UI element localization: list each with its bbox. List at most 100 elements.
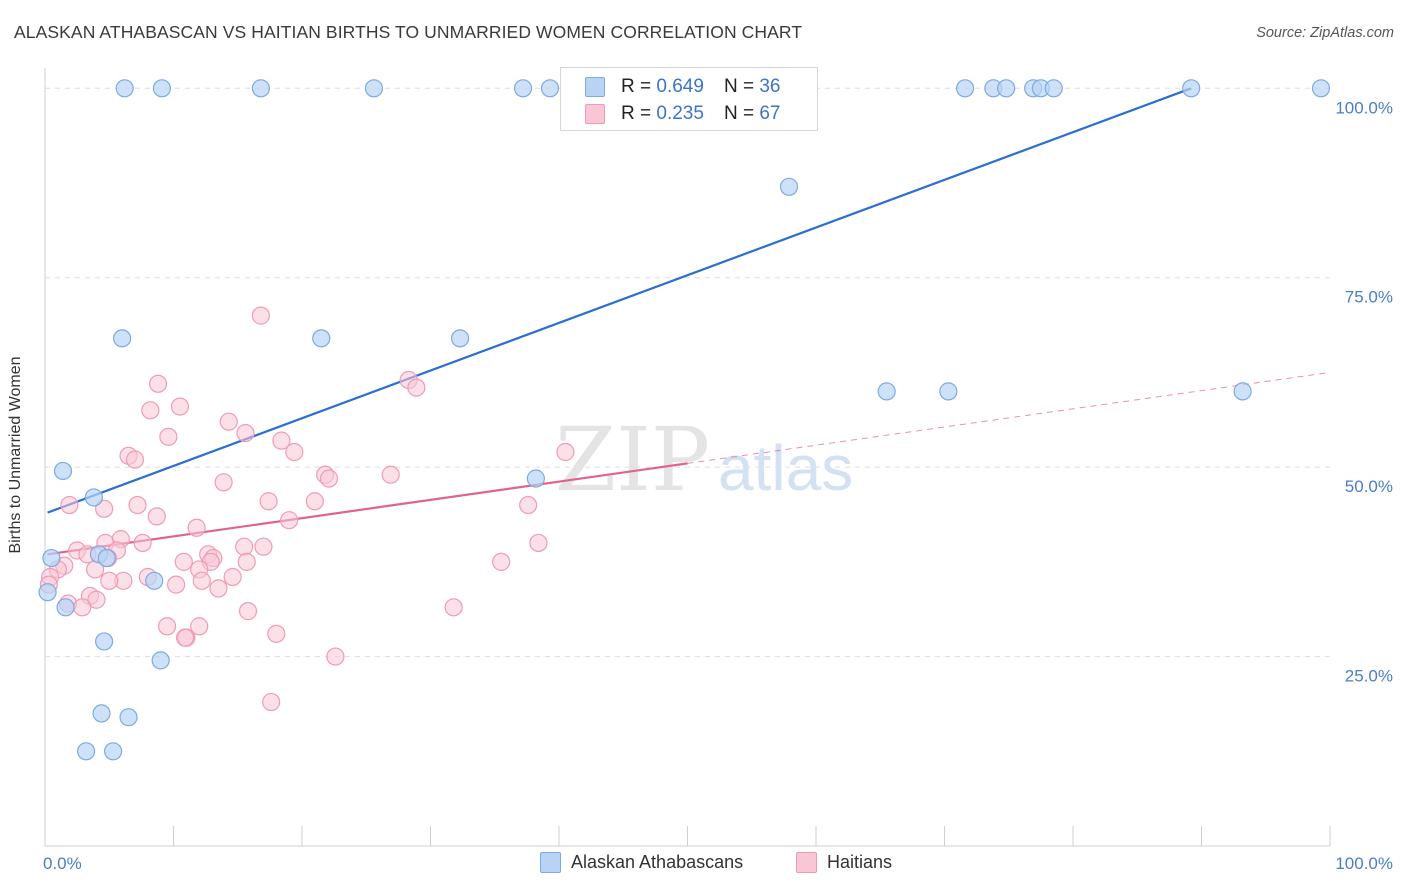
athabascan-point-29	[56, 598, 75, 617]
haitian-point-3	[148, 374, 168, 393]
chart-title: ALASKAN ATHABASCAN VS HAITIAN BIRTHS TO …	[14, 22, 803, 42]
athabascan-point-23	[526, 469, 545, 488]
athabascan-point-2	[251, 79, 270, 98]
athabascan-point-11	[1044, 79, 1063, 98]
legend-n-label-1: N =	[723, 76, 755, 97]
haitian-point-2	[407, 378, 426, 397]
haitian-point-55	[209, 579, 228, 598]
blue-legend-swatch	[540, 852, 561, 873]
watermark-atlas: atlas	[718, 432, 853, 504]
haitian-point-6	[219, 412, 238, 431]
athabascan-point-16	[312, 329, 331, 348]
athabascan-point-18	[877, 382, 896, 401]
haitian-point-64	[267, 624, 286, 643]
haitian-trend-extension	[687, 371, 1331, 464]
haitian-point-23	[519, 495, 538, 515]
bottom-legend-athabascan[interactable]: Alaskan Athabascans	[540, 852, 743, 873]
trend-lines	[47, 87, 1331, 556]
haitian-point-30	[235, 537, 254, 556]
y-axis-label: Births to Unmarried Women	[7, 356, 24, 554]
athabascan-point-34	[77, 742, 96, 761]
haitian-point-4	[170, 397, 190, 416]
haitian-point-24	[147, 507, 166, 526]
haitian-point-40	[174, 552, 193, 571]
bottom-legend-label-2: Haitians	[827, 852, 893, 872]
haitian-point-20	[60, 495, 79, 515]
haitian-point-0	[251, 306, 270, 325]
haitian-point-49	[192, 571, 211, 590]
y-tick-label-1: 50.0%	[1345, 477, 1393, 496]
axes	[44, 68, 1331, 847]
bottom-legend-haitian[interactable]: Haitians	[796, 852, 892, 873]
athabascan-point-19	[939, 382, 958, 401]
athabascan-point-3	[364, 79, 384, 98]
haitian-point-32	[529, 533, 548, 553]
athabascan-point-1	[152, 79, 172, 98]
athabascan-point-26	[97, 548, 116, 568]
haitian-point-8	[159, 427, 178, 446]
athabascan-trend-line	[47, 87, 1192, 514]
haitian-point-59	[73, 598, 92, 617]
haitian-point-22	[95, 499, 114, 518]
athabascan-point-30	[95, 632, 114, 651]
athabascan-point-21	[53, 461, 73, 481]
x-tick-label-max: 100.0%	[1335, 854, 1393, 873]
haitian-point-11	[125, 450, 145, 469]
athabascan-point-35	[104, 742, 123, 761]
y-tick-label-0: 25.0%	[1345, 667, 1393, 686]
athabascan-point-20	[1233, 382, 1252, 401]
bottom-legend: Alaskan Athabascans Haitians	[0, 852, 1406, 878]
athabascan-point-8	[997, 79, 1016, 98]
athabascan-point-12	[1182, 79, 1201, 98]
haitian-point-61	[238, 602, 258, 621]
athabascan-point-15	[112, 329, 132, 348]
legend-row-athabascan: R = 0.649 N = 36	[585, 74, 781, 100]
haitian-point-18	[259, 492, 278, 511]
athabascan-point-13	[1311, 79, 1331, 98]
source-credit: Source: ZipAtlas.com	[1256, 25, 1394, 41]
haitian-point-19	[305, 492, 324, 511]
haitian-point-16	[319, 469, 339, 488]
athabascan-points	[38, 79, 1331, 761]
haitian-point-53	[166, 575, 186, 594]
y-tick-labels: 25.0% 50.0% 75.0% 100.0%	[1335, 98, 1393, 685]
haitian-point-26	[187, 518, 206, 537]
athabascan-point-0	[115, 79, 134, 98]
athabascan-point-6	[955, 79, 975, 98]
haitian-point-5	[141, 401, 160, 420]
legend-n-label-2: N =	[723, 103, 755, 124]
athabascan-point-28	[38, 583, 57, 602]
haitian-point-7	[236, 423, 255, 443]
haitian-point-13	[556, 442, 575, 462]
watermark-zip: ZIP	[555, 408, 710, 511]
haitian-point-57	[87, 590, 106, 609]
x-tick-labels: 0.0% 100.0%	[43, 854, 1393, 873]
haitian-point-50	[223, 567, 242, 587]
pink-swatch	[585, 104, 605, 124]
athabascan-point-17	[450, 329, 470, 348]
legend-n-value-2: 67	[759, 103, 781, 124]
legend-r-value-1: 0.649	[656, 76, 704, 97]
haitian-point-63	[190, 617, 209, 636]
haitian-point-62	[157, 617, 177, 636]
legend-row-haitian: R = 0.235 N = 67	[585, 101, 781, 127]
haitian-point-60	[444, 598, 463, 617]
haitian-point-66	[175, 628, 195, 647]
haitian-point-68	[262, 692, 281, 712]
athabascan-point-32	[92, 704, 111, 723]
haitian-point-9	[272, 431, 291, 450]
athabascan-point-27	[145, 571, 164, 590]
athabascan-point-4	[513, 79, 533, 98]
haitian-trend-line	[47, 462, 688, 556]
haitian-point-52	[100, 571, 119, 590]
athabascan-point-5	[540, 79, 560, 98]
blue-swatch	[585, 77, 605, 97]
haitian-point-15	[381, 465, 400, 484]
stats-legend: R = 0.649 N = 36 R = 0.235 N = 67	[560, 67, 818, 131]
bottom-legend-label-1: Alaskan Athabascans	[571, 852, 744, 872]
haitian-point-28	[133, 533, 152, 553]
athabascan-point-24	[42, 548, 61, 568]
haitian-point-31	[254, 537, 273, 556]
legend-n-value-1: 36	[759, 76, 781, 97]
